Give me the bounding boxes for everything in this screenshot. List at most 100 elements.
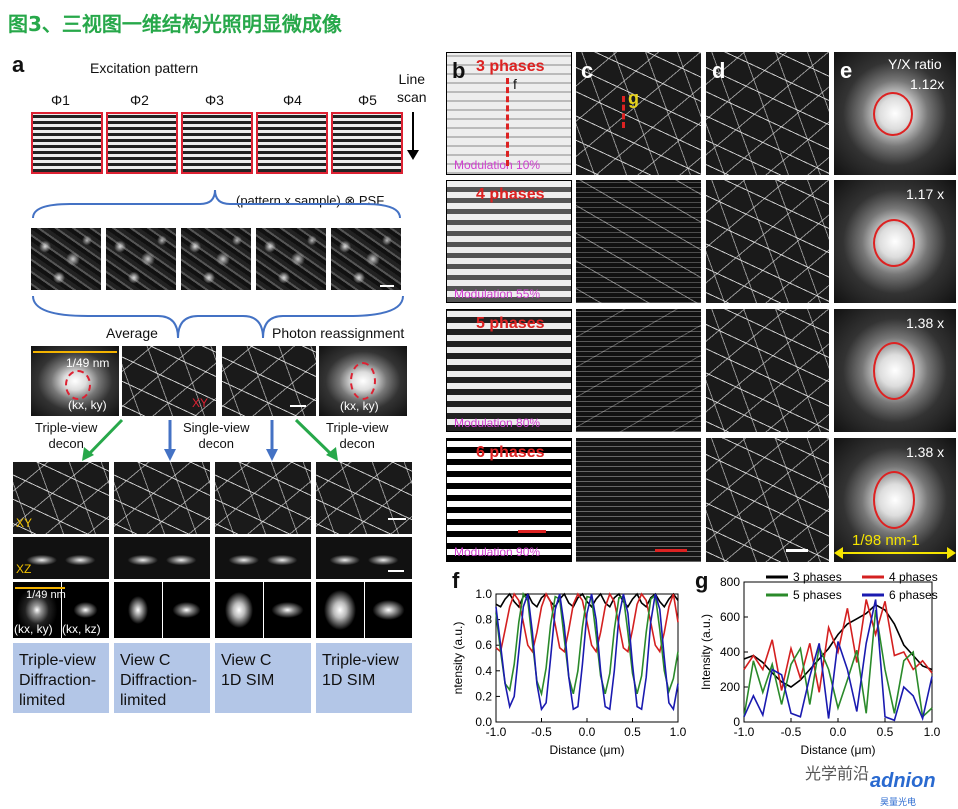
panel-f-label: f: [452, 568, 460, 593]
ratio-title: Y/X ratio: [888, 56, 942, 72]
legend-label: 5 phases: [793, 588, 842, 602]
support-ellipse: [350, 362, 376, 400]
bottom-scale-label: 1/49 nm: [26, 589, 66, 601]
raw-image-1: [31, 228, 101, 290]
x-tick-label: 1.0: [924, 725, 941, 739]
otf-kxky-3: [215, 582, 263, 638]
arrow-left-icon: [834, 547, 843, 559]
raw-image-2: [106, 228, 176, 290]
panel-a-label: a: [12, 52, 25, 77]
watermark-text: 光学前沿: [805, 766, 870, 783]
series-line-2: [743, 599, 933, 693]
pattern-phase-1: [31, 112, 103, 174]
x-tick-label: 1.0: [670, 725, 687, 739]
ratio-value-3: 1.38 x: [906, 315, 945, 331]
support-ellipse-1: [873, 92, 913, 136]
otf-kxkz-1: [62, 582, 109, 638]
image-d-6: [706, 438, 829, 562]
caption-3: View C 1D SIM: [215, 643, 311, 713]
line-profile-g: [622, 96, 625, 128]
bottom-axes-kxkz: (kx, kz): [62, 622, 101, 636]
otf-kxky-1: [13, 582, 61, 638]
modulation-label-1: Modulation 10%: [454, 158, 541, 172]
support-ellipse-2: [873, 219, 915, 267]
scale-bar: [380, 285, 394, 287]
caption-2: View C Diffraction- limited: [114, 643, 210, 713]
scale-arrow: [840, 552, 952, 554]
otf-kxky-4: [316, 582, 364, 638]
row-label-xy: XY: [16, 516, 33, 530]
y-tick-label: 0.0: [475, 715, 492, 729]
series-line-4: [743, 599, 933, 722]
image-c-3: [576, 52, 701, 175]
otf-kxky-2: [114, 582, 162, 638]
fft-axes-left: (kx, ky): [68, 398, 107, 412]
x-axis-label: Distance (μm): [550, 743, 625, 757]
series-line-2: [495, 592, 679, 654]
y-tick-label: 0.8: [475, 613, 492, 627]
caption-1: Triple-view Diffraction- limited: [13, 643, 109, 713]
legend-label: 6 phases: [889, 588, 938, 602]
ratio-value-2: 1.17 x: [906, 186, 945, 202]
line-profile-f: [506, 78, 509, 166]
image-d-3: [706, 52, 829, 175]
panel-c-label: c: [581, 58, 594, 83]
otf-kxkz-4: [365, 582, 412, 638]
scale-arrow: [15, 587, 65, 589]
pattern-4-phases: [446, 180, 572, 303]
brace-bottom: [32, 295, 404, 339]
result-xz-3: [215, 537, 311, 579]
result-xy-4: [316, 462, 412, 534]
line-scan-arrow: [412, 112, 414, 152]
scale-bar: [388, 518, 406, 520]
support-ellipse-4: [873, 471, 915, 529]
modulation-label-4: Modulation 90%: [454, 545, 541, 559]
line-scan-label: Line scan: [397, 71, 427, 105]
panel-g-label: g: [695, 568, 709, 593]
fft-scale-label: 1/49 nm: [66, 356, 110, 370]
triple-view-decon-right: Triple-view decon: [326, 420, 389, 451]
caption-4: Triple-view 1D SIM: [316, 643, 412, 713]
excitation-pattern-label: Excitation pattern: [90, 60, 199, 76]
result-xy-2: [114, 462, 210, 534]
series-line-3: [743, 609, 933, 719]
result-xz-1: [13, 537, 109, 579]
scale-bar: [518, 530, 546, 533]
x-tick-label: 0.5: [877, 725, 894, 739]
photon-reassignment-label: Photon reassignment: [272, 325, 405, 341]
ratio-value-1: 1.12x: [910, 76, 945, 92]
phases-label-5: 5 phases: [476, 315, 545, 332]
scale-bar: [786, 549, 808, 552]
x-tick-label: -1.0: [734, 725, 755, 739]
y-tick-label: 800: [720, 575, 740, 589]
support-ellipse-3: [873, 342, 915, 400]
pattern-6-phases: [446, 438, 572, 562]
marker-g: g: [628, 88, 639, 108]
marker-f: f: [513, 76, 517, 92]
phases-label-4: 4 phases: [476, 186, 545, 203]
otf-kxkz-2: [163, 582, 210, 638]
average-label: Average: [106, 325, 158, 341]
raw-image-4: [256, 228, 326, 290]
brand-sub: 昊量光电: [880, 797, 917, 807]
reassigned-image: [222, 346, 316, 416]
phase-label-2: Φ2: [130, 92, 149, 108]
image-c-6: [576, 438, 701, 562]
phases-label-3: 3 phases: [476, 58, 545, 75]
average-image: [122, 346, 216, 416]
image-c-4: [576, 180, 701, 303]
y-tick-label: 0.2: [475, 689, 492, 703]
pattern-phase-3: [181, 112, 253, 174]
pattern-phase-2: [106, 112, 178, 174]
figure-title: 图3、三视图一维结构光照明显微成像: [8, 12, 342, 36]
e-scale-label: 1/98 nm-1: [852, 532, 920, 549]
legend-label: 4 phases: [889, 570, 938, 584]
row-label-xz: XZ: [16, 562, 32, 576]
x-tick-label: 0.0: [579, 725, 596, 739]
pattern-5-phases: [446, 309, 572, 432]
phases-label-6: 6 phases: [476, 444, 545, 461]
result-xy-3: [215, 462, 311, 534]
phase-label-5: Φ5: [358, 92, 377, 108]
panel-e-label: e: [840, 58, 853, 83]
image-d-5: [706, 309, 829, 432]
